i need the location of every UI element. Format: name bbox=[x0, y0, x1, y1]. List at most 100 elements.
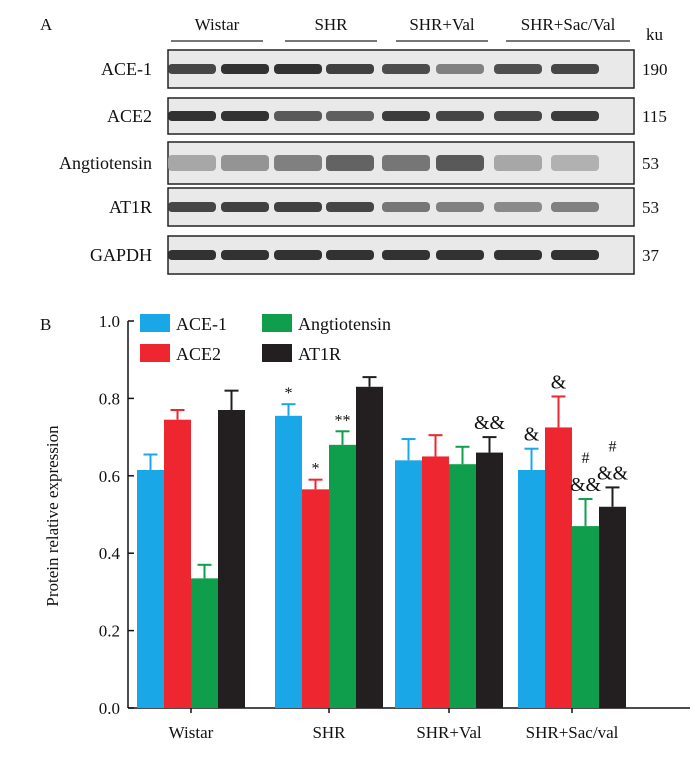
legend-swatch bbox=[140, 314, 170, 332]
y-axis-title: Protein relative expression bbox=[43, 425, 62, 607]
significance-label: * bbox=[285, 385, 293, 402]
x-tick-label: SHR+Val bbox=[416, 723, 482, 742]
blot-band bbox=[221, 64, 269, 74]
significance-label: && bbox=[597, 462, 629, 484]
blot-row-label: ACE-1 bbox=[101, 59, 152, 79]
x-tick-label: SHR+Sac/val bbox=[526, 723, 619, 742]
blot-band bbox=[551, 155, 599, 171]
blot-band bbox=[168, 111, 216, 121]
y-tick-label: 1.0 bbox=[99, 312, 120, 331]
blot-band bbox=[326, 155, 374, 171]
blot-band bbox=[274, 250, 322, 260]
blot-band bbox=[326, 111, 374, 121]
bar-AT1R-SHR+Val bbox=[476, 452, 503, 708]
legend-swatch bbox=[262, 314, 292, 332]
blot-band bbox=[494, 202, 542, 212]
bar-ACE2-SHR bbox=[302, 489, 329, 708]
significance-label: && bbox=[474, 412, 506, 434]
significance-label-secondary: # bbox=[609, 438, 617, 455]
bar-Angtiotensin-SHR+Sac/val bbox=[572, 526, 599, 708]
significance-label-secondary: # bbox=[582, 450, 590, 467]
blot-row-ku: 37 bbox=[642, 246, 660, 265]
blot-band bbox=[382, 202, 430, 212]
bar-ACE-1-Wistar bbox=[137, 469, 164, 708]
blot-row-label: Angtiotensin bbox=[59, 153, 152, 173]
group-headers: Wistar SHR SHR+Val SHR+Sac/Val bbox=[171, 15, 630, 42]
blot-band bbox=[551, 64, 599, 74]
blot-band bbox=[436, 111, 484, 121]
blot-band bbox=[221, 250, 269, 260]
blot-band bbox=[168, 64, 216, 74]
chart-annotations: **** &&&&&&#&&# bbox=[285, 371, 629, 496]
bar-AT1R-SHR bbox=[356, 386, 383, 708]
significance-label: & bbox=[524, 424, 540, 446]
legend-label: Angtiotensin bbox=[298, 314, 391, 334]
blot-band bbox=[494, 250, 542, 260]
blot-band bbox=[168, 155, 216, 171]
blot-band bbox=[494, 111, 542, 121]
blot-row-label: GAPDH bbox=[90, 245, 152, 265]
bar-AT1R-Wistar bbox=[218, 410, 245, 708]
bar-ACE-1-SHR bbox=[275, 415, 302, 708]
bar-Angtiotensin-SHR+Val bbox=[449, 464, 476, 708]
panel-b-letter: B bbox=[40, 315, 51, 334]
blot-band bbox=[274, 111, 322, 121]
blot-rows: ACE-1 190 ACE2 115 Angtiotensin 53 AT1R 53 GAPDH… bbox=[59, 49, 668, 275]
group-label-0: Wistar bbox=[195, 15, 240, 34]
x-tick-label: SHR bbox=[312, 723, 346, 742]
blot-band bbox=[382, 64, 430, 74]
chart-legend: ACE-1 ACE2 Angtiotensin AT1R bbox=[140, 314, 391, 364]
blot-band bbox=[221, 202, 269, 212]
blot-band bbox=[168, 250, 216, 260]
y-tick-label: 0.4 bbox=[99, 544, 121, 563]
legend-label: AT1R bbox=[298, 344, 341, 364]
blot-row-ku: 53 bbox=[642, 198, 659, 217]
blot-band bbox=[551, 250, 599, 260]
group-label-1: SHR bbox=[314, 15, 348, 34]
group-label-2: SHR+Val bbox=[409, 15, 475, 34]
bar-Angtiotensin-SHR bbox=[329, 444, 356, 708]
blot-band bbox=[436, 202, 484, 212]
y-tick-label: 0.8 bbox=[99, 389, 120, 408]
y-tick-label: 0.2 bbox=[99, 622, 120, 641]
legend-swatch bbox=[262, 344, 292, 362]
blot-row-ku: 190 bbox=[642, 60, 668, 79]
blot-row-ku: 115 bbox=[642, 107, 667, 126]
blot-row-label: AT1R bbox=[109, 197, 152, 217]
x-tick-label: Wistar bbox=[169, 723, 214, 742]
y-tick-label: 0.6 bbox=[99, 467, 120, 486]
panel-a-letter: A bbox=[40, 15, 53, 34]
chart-axes: 0.0 0.2 0.4 0.6 0.8 1.0 Wistar SHR SHR+Val SHR+Sa… bbox=[99, 312, 690, 742]
bar-ACE-1-SHR+Sac/val bbox=[518, 469, 545, 708]
blot-band bbox=[274, 202, 322, 212]
blot-band bbox=[382, 111, 430, 121]
blot-band bbox=[326, 202, 374, 212]
bar-Angtiotensin-Wistar bbox=[191, 578, 218, 708]
bar-ACE2-SHR+Val bbox=[422, 456, 449, 708]
blot-band bbox=[551, 202, 599, 212]
bar-chart-panel: B Protein relative expression 0.00.20.40… bbox=[40, 312, 690, 742]
significance-label: ** bbox=[335, 412, 351, 429]
blot-band bbox=[382, 250, 430, 260]
bar-ACE2-Wistar bbox=[164, 419, 191, 708]
blot-band bbox=[274, 155, 322, 171]
group-label-3: SHR+Sac/Val bbox=[521, 15, 616, 34]
chart-bars bbox=[137, 376, 626, 708]
blot-band bbox=[274, 64, 322, 74]
blot-band bbox=[326, 250, 374, 260]
blot-band bbox=[168, 202, 216, 212]
blot-row-ku: 53 bbox=[642, 154, 659, 173]
bar-ACE2-SHR+Sac/val bbox=[545, 427, 572, 708]
blot-band bbox=[551, 111, 599, 121]
blot-band bbox=[436, 250, 484, 260]
y-tick-label: 0.0 bbox=[99, 699, 120, 718]
blot-band bbox=[221, 111, 269, 121]
blot-band bbox=[382, 155, 430, 171]
legend-swatch bbox=[140, 344, 170, 362]
blot-band bbox=[494, 155, 542, 171]
blot-band bbox=[436, 155, 484, 171]
significance-label: * bbox=[312, 461, 320, 478]
ku-header: ku bbox=[646, 25, 664, 44]
blot-band bbox=[221, 155, 269, 171]
